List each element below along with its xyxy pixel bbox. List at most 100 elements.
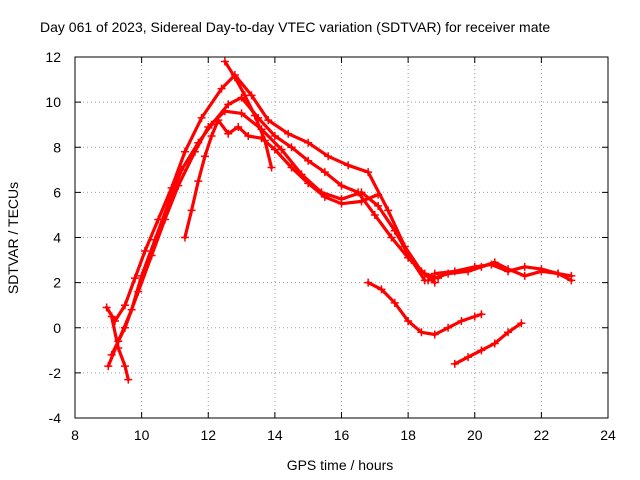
data-point [270,145,279,154]
series-track-c [110,109,427,357]
data-point [320,168,329,177]
data-point [197,113,206,122]
data-point [234,122,243,131]
data-point [430,278,439,287]
grid-lines [75,57,608,418]
data-point [207,131,216,140]
data-point [102,303,111,312]
data-point [457,316,466,325]
data-point [387,233,396,242]
x-tick-label: 20 [467,427,483,443]
data-point [104,362,113,371]
data-point [567,276,576,285]
data-point [444,323,453,332]
series-track-a [105,73,437,323]
data-point [134,287,143,296]
data-point [120,323,129,332]
data-point [450,359,459,368]
y-tick-label: 10 [45,94,61,110]
data-point [124,375,133,384]
series-track-e [110,314,130,382]
data-point [180,147,189,156]
data-point [404,316,413,325]
data-point [477,346,486,355]
data-point [430,330,439,339]
data-point [517,319,526,328]
data-point [214,116,223,125]
data-point [470,312,479,321]
x-axis-label: GPS time / hours [287,457,394,473]
data-point [374,201,383,210]
y-axis-label: SDTVAR / TECUs [5,182,21,294]
chart-title: Day 061 of 2023, Sidereal Day-to-day VTE… [40,19,550,35]
data-point [187,206,196,215]
data-point [377,285,386,294]
data-point [464,353,473,362]
data-point [357,197,366,206]
data-point [304,156,313,165]
x-tick-label: 10 [134,427,150,443]
data-point [430,269,439,278]
y-tick-label: 4 [53,230,61,246]
data-point [364,168,373,177]
data-point [374,190,383,199]
data-point [180,233,189,242]
data-point [407,256,416,265]
data-point [357,188,366,197]
data-point [250,111,259,120]
data-point [390,298,399,307]
data-point [337,199,346,208]
data-point [237,109,246,118]
data-point [264,116,273,125]
x-tick-label: 18 [400,427,416,443]
data-point [487,260,496,269]
data-point [190,147,199,156]
data-point [520,271,529,280]
data-point [260,136,269,145]
data-point [304,138,313,147]
data-point [224,100,233,109]
data-point [230,73,239,82]
series-track-f [223,59,274,170]
data-point [287,163,296,172]
y-tick-label: -4 [49,410,62,426]
series-track-d [183,118,380,240]
data-point [287,143,296,152]
data-point [220,57,229,66]
data-point [194,177,203,186]
data-point [200,152,209,161]
data-point [554,269,563,278]
series-track-j [453,321,523,366]
data-point [520,262,529,271]
data-point [324,152,333,161]
data-point [174,181,183,190]
data-point [140,247,149,256]
data-point [224,129,233,138]
x-tick-label: 24 [600,427,616,443]
data-point [477,310,486,319]
data-point [244,131,253,140]
data-point [114,344,123,353]
data-point [504,267,513,276]
x-tick-label: 22 [534,427,550,443]
y-tick-label: -2 [49,365,62,381]
data-point [204,122,213,131]
data-point [270,131,279,140]
data-point [240,91,249,100]
x-tick-label: 16 [334,427,350,443]
series-track-i [366,281,483,337]
data-point [417,328,426,337]
data-point [267,163,276,172]
data-point [450,267,459,276]
data-point [107,350,116,359]
data-point [120,362,129,371]
data-point [490,339,499,348]
data-point [304,179,313,188]
data-point [284,129,293,138]
data-point [390,226,399,235]
x-tick-label: 8 [71,427,79,443]
data-point [504,328,513,337]
data-point [364,278,373,287]
series-track-b [106,96,440,368]
